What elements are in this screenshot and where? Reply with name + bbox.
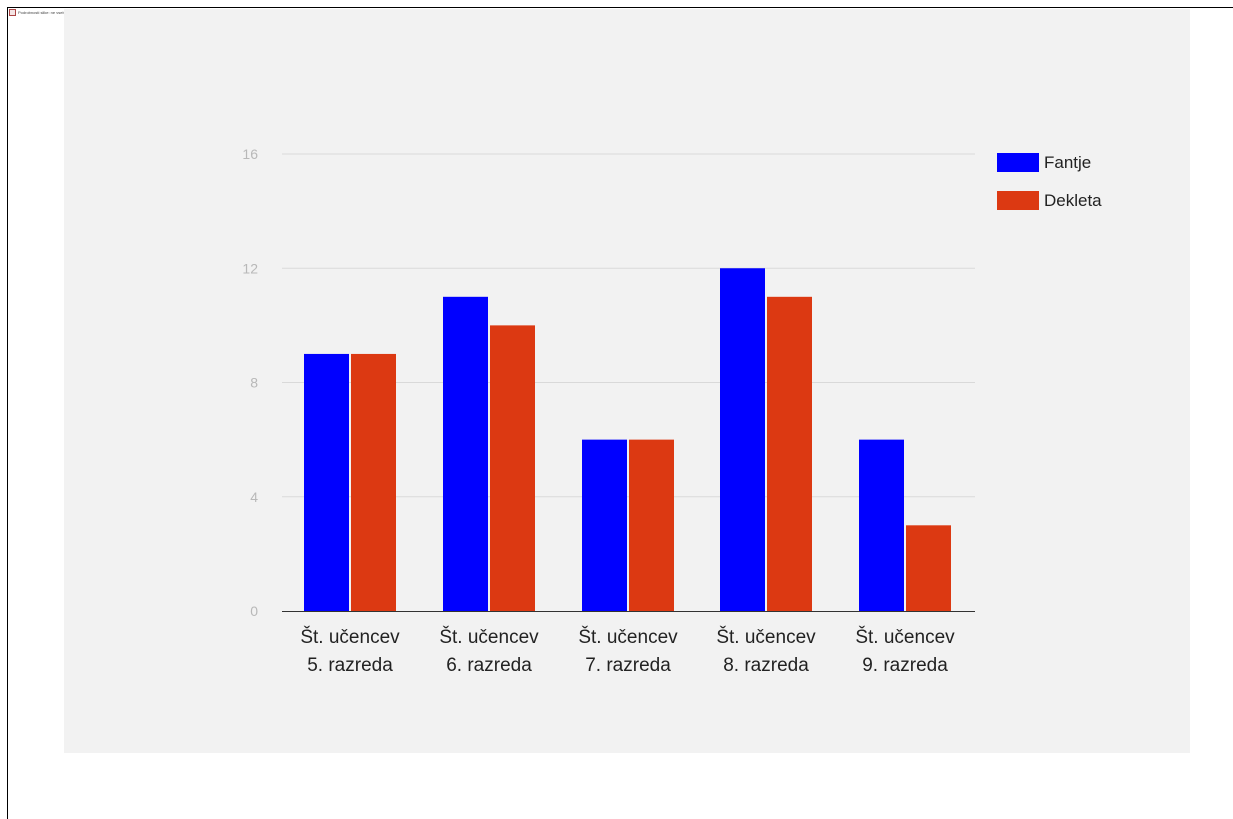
x-tick-label-7-line-2: 7. razreda [585,655,671,676]
bar-fantje-5 [304,353,349,611]
legend: Fantje Dekleta [997,153,1102,210]
legend-swatch-fantje [997,153,1039,172]
x-tick-label-7-line-1: Št. učencev [578,626,678,648]
bar-fantje-8 [720,268,765,611]
x-tick-label-6-line-1: Št. učencev [439,626,539,648]
bar-fantje-7 [582,439,627,611]
x-tick-label-6-line-2: 6. razreda [446,655,532,676]
x-tick-label-5-line-1: Št. učencev [300,626,400,648]
chart-background [64,9,1190,753]
x-axis-labels: Št. učencev 5. razreda Št. učencev 6. razre… [300,626,955,676]
y-tick-label-0: 0 [250,603,258,619]
y-tick-label-16: 16 [242,146,258,162]
y-axis-ticks: 0 4 8 12 16 [242,146,258,619]
legend-swatch-dekleta [997,191,1039,210]
x-tick-label-8-line-2: 8. razreda [723,655,809,676]
bar-dekleta-5 [351,353,396,611]
bars [304,268,951,611]
bar-dekleta-9 [906,525,951,611]
broken-image-icon [9,9,16,16]
bar-fantje-6 [443,296,488,611]
bar-dekleta-7 [629,439,674,611]
bar-dekleta-6 [490,325,535,611]
bar-dekleta-8 [767,296,812,611]
y-tick-label-8: 8 [250,375,258,391]
y-tick-label-4: 4 [250,489,258,505]
gridlines [282,153,975,498]
y-tick-label-12: 12 [242,260,258,276]
legend-label-dekleta: Dekleta [1044,191,1102,210]
bar-fantje-9 [859,439,904,611]
x-tick-label-9-line-1: Št. učencev [855,626,955,648]
x-tick-label-9-line-2: 9. razreda [862,655,948,676]
x-tick-label-5-line-2: 5. razreda [307,655,393,676]
legend-label-fantje: Fantje [1044,153,1091,172]
x-tick-label-8-line-1: Št. učencev [716,626,816,648]
